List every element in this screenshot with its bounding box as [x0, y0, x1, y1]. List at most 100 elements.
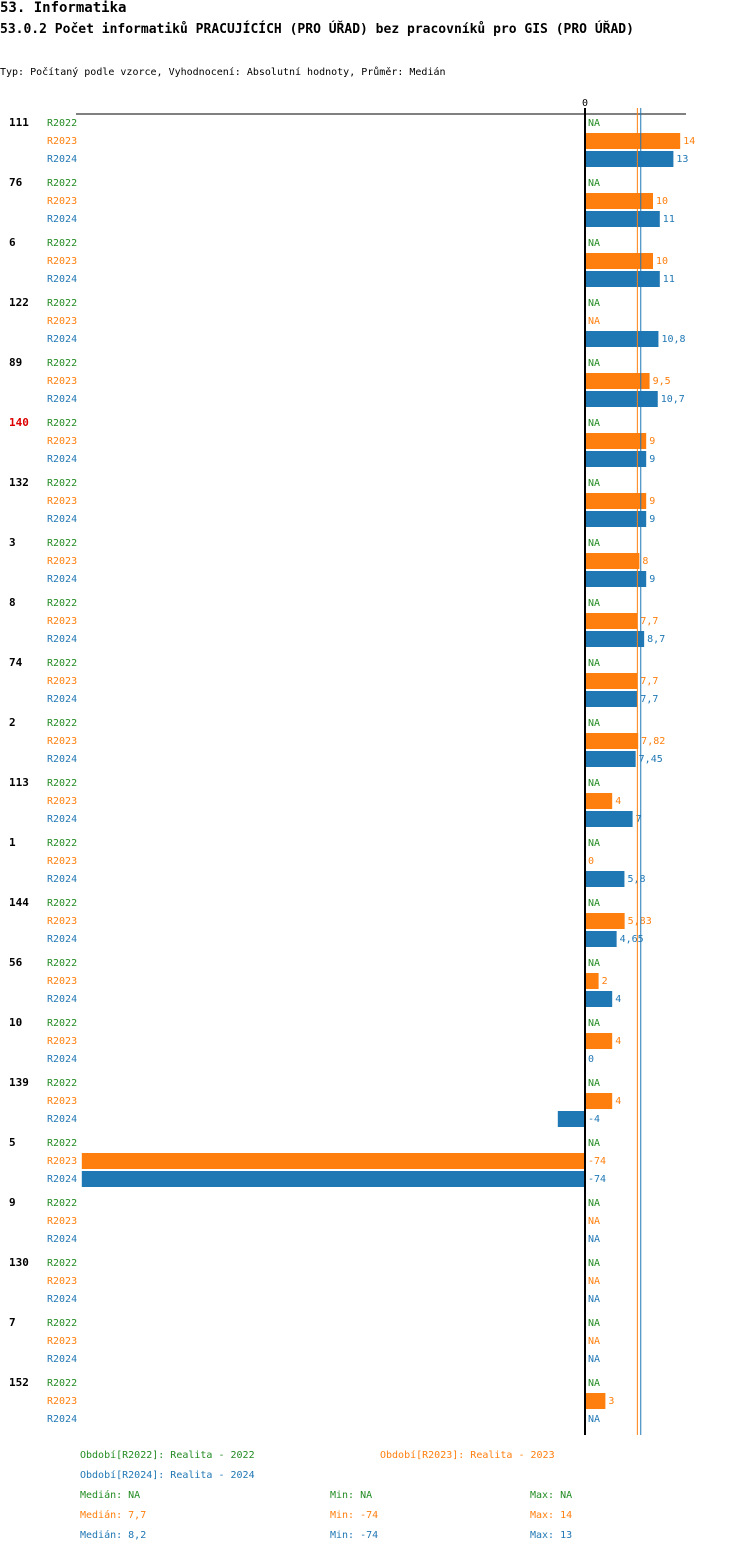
- series-label-r2024: R2024: [47, 694, 77, 705]
- bar-5-r2024: [81, 1171, 586, 1187]
- legend-max-r2022: Max: NA: [530, 1490, 573, 1501]
- series-label-r2022: R2022: [47, 1318, 77, 1329]
- value-label-2-r2022: NA: [588, 718, 600, 729]
- group-label-6: 6: [9, 236, 16, 249]
- bar-152-r2023: [585, 1393, 606, 1409]
- value-label-6-r2022: NA: [588, 238, 600, 249]
- value-label-140-r2023: 9: [649, 436, 655, 447]
- value-label-122-r2024: 10,8: [661, 334, 685, 345]
- value-label-132-r2022: NA: [588, 478, 600, 489]
- bar-1-r2024: [585, 871, 625, 887]
- value-label-130-r2022: NA: [588, 1258, 600, 1269]
- series-label-r2022: R2022: [47, 298, 77, 309]
- value-label-111-r2023: 14: [683, 136, 695, 147]
- series-label-r2023: R2023: [47, 1396, 77, 1407]
- bar-3-r2024: [585, 571, 647, 587]
- value-label-76-r2022: NA: [588, 178, 600, 189]
- legend-min-r2022: Min: NA: [330, 1490, 373, 1501]
- series-label-r2024: R2024: [47, 634, 77, 645]
- value-label-111-r2024: 13: [676, 154, 688, 165]
- value-label-152-r2024: NA: [588, 1414, 600, 1425]
- bar-6-r2023: [585, 253, 653, 269]
- value-label-7-r2022: NA: [588, 1318, 600, 1329]
- series-label-r2024: R2024: [47, 154, 77, 165]
- group-label-89: 89: [9, 356, 22, 369]
- bar-6-r2024: [585, 271, 660, 287]
- value-label-9-r2024: NA: [588, 1234, 600, 1245]
- value-label-3-r2023: 8: [642, 556, 648, 567]
- series-label-r2024: R2024: [47, 1114, 77, 1125]
- value-label-10-r2023: 4: [615, 1036, 621, 1047]
- series-label-r2022: R2022: [47, 178, 77, 189]
- group-label-56: 56: [9, 956, 23, 969]
- value-label-76-r2023: 10: [656, 196, 668, 207]
- series-label-r2024: R2024: [47, 1294, 77, 1305]
- series-label-r2023: R2023: [47, 736, 77, 747]
- bar-139-r2024: [557, 1111, 585, 1127]
- series-label-r2024: R2024: [47, 1234, 77, 1245]
- group-label-122: 122: [9, 296, 29, 309]
- bar-74-r2024: [585, 691, 638, 707]
- group-label-2: 2: [9, 716, 16, 729]
- value-label-144-r2023: 5,83: [628, 916, 652, 927]
- series-label-r2024: R2024: [47, 1414, 77, 1425]
- series-label-r2024: R2024: [47, 1174, 77, 1185]
- series-label-r2022: R2022: [47, 718, 77, 729]
- bar-122-r2024: [585, 331, 659, 347]
- bar-89-r2023: [585, 373, 650, 389]
- bar-89-r2024: [585, 391, 658, 407]
- series-label-r2024: R2024: [47, 1354, 77, 1365]
- value-label-74-r2022: NA: [588, 658, 600, 669]
- bar-132-r2023: [585, 493, 647, 509]
- value-label-139-r2024: -4: [588, 1114, 600, 1125]
- bar-2-r2023: [585, 733, 639, 749]
- group-label-113: 113: [9, 776, 29, 789]
- series-label-r2024: R2024: [47, 934, 77, 945]
- group-label-132: 132: [9, 476, 29, 489]
- series-label-r2024: R2024: [47, 994, 77, 1005]
- value-label-2-r2024: 7,45: [639, 754, 663, 765]
- series-label-r2022: R2022: [47, 538, 77, 549]
- series-label-r2023: R2023: [47, 796, 77, 807]
- series-label-r2022: R2022: [47, 1018, 77, 1029]
- series-label-r2023: R2023: [47, 616, 77, 627]
- series-label-r2024: R2024: [47, 754, 77, 765]
- value-label-74-r2023: 7,7: [640, 676, 658, 687]
- value-label-122-r2022: NA: [588, 298, 600, 309]
- series-label-r2022: R2022: [47, 238, 77, 249]
- series-label-r2023: R2023: [47, 1156, 77, 1167]
- value-label-152-r2022: NA: [588, 1378, 600, 1389]
- bar-140-r2024: [585, 451, 647, 467]
- value-label-113-r2024: 7: [636, 814, 642, 825]
- value-label-140-r2024: 9: [649, 454, 655, 465]
- series-label-r2023: R2023: [47, 1276, 77, 1287]
- group-label-10: 10: [9, 1016, 22, 1029]
- value-label-74-r2024: 7,7: [640, 694, 658, 705]
- series-label-r2022: R2022: [47, 1378, 77, 1389]
- series-label-r2023: R2023: [47, 1036, 77, 1047]
- series-label-r2022: R2022: [47, 898, 77, 909]
- legend-median-r2023: Medián: 7,7: [80, 1510, 147, 1521]
- value-label-144-r2022: NA: [588, 898, 600, 909]
- series-label-r2024: R2024: [47, 574, 77, 585]
- bar-144-r2024: [585, 931, 617, 947]
- group-label-144: 144: [9, 896, 29, 909]
- bar-111-r2024: [585, 151, 674, 167]
- bar-113-r2024: [585, 811, 633, 827]
- group-label-7: 7: [9, 1316, 16, 1329]
- value-label-56-r2023: 2: [602, 976, 608, 987]
- bar-139-r2023: [585, 1093, 613, 1109]
- value-label-89-r2023: 9,5: [653, 376, 671, 387]
- value-label-6-r2024: 11: [663, 274, 675, 285]
- value-label-10-r2024: 0: [588, 1054, 594, 1065]
- series-label-r2023: R2023: [47, 436, 77, 447]
- value-label-2-r2023: 7,82: [641, 736, 665, 747]
- value-label-113-r2023: 4: [615, 796, 621, 807]
- value-label-6-r2023: 10: [656, 256, 668, 267]
- series-label-r2024: R2024: [47, 274, 77, 285]
- bar-140-r2023: [585, 433, 647, 449]
- bar-3-r2023: [585, 553, 640, 569]
- value-label-8-r2023: 7,7: [640, 616, 658, 627]
- series-label-r2022: R2022: [47, 778, 77, 789]
- group-label-111: 111: [9, 116, 29, 129]
